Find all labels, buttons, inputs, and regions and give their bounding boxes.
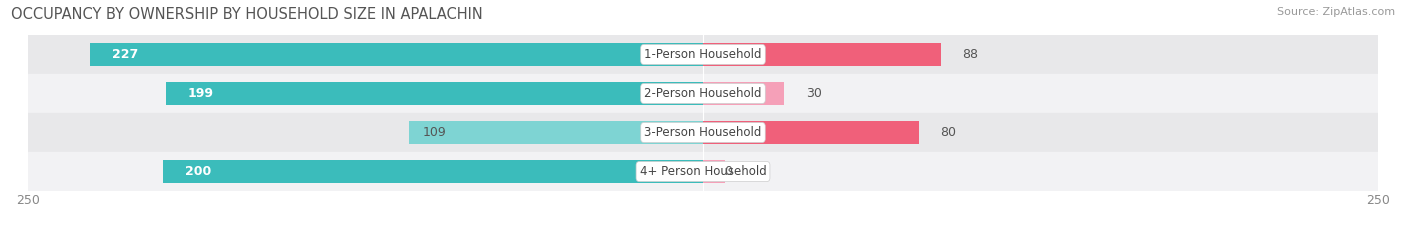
Bar bbox=[163, 160, 703, 183]
Bar bbox=[703, 121, 920, 144]
Text: 227: 227 bbox=[112, 48, 138, 61]
Text: 30: 30 bbox=[806, 87, 821, 100]
Text: 109: 109 bbox=[422, 126, 446, 139]
Bar bbox=[90, 43, 703, 66]
Bar bbox=[28, 35, 1378, 74]
Text: 4+ Person Household: 4+ Person Household bbox=[640, 165, 766, 178]
Bar bbox=[28, 74, 1378, 113]
Text: 88: 88 bbox=[962, 48, 979, 61]
Bar bbox=[28, 152, 1378, 191]
Text: OCCUPANCY BY OWNERSHIP BY HOUSEHOLD SIZE IN APALACHIN: OCCUPANCY BY OWNERSHIP BY HOUSEHOLD SIZE… bbox=[11, 7, 484, 22]
Bar bbox=[28, 113, 1378, 152]
Text: 199: 199 bbox=[187, 87, 214, 100]
Text: 1-Person Household: 1-Person Household bbox=[644, 48, 762, 61]
Bar bbox=[409, 121, 703, 144]
Text: Source: ZipAtlas.com: Source: ZipAtlas.com bbox=[1277, 7, 1395, 17]
Bar bbox=[703, 43, 941, 66]
Text: 2-Person Household: 2-Person Household bbox=[644, 87, 762, 100]
Text: 3-Person Household: 3-Person Household bbox=[644, 126, 762, 139]
Bar bbox=[166, 82, 703, 105]
Text: 0: 0 bbox=[724, 165, 733, 178]
Text: 80: 80 bbox=[941, 126, 956, 139]
Bar bbox=[703, 82, 785, 105]
Bar bbox=[703, 160, 724, 183]
Text: 200: 200 bbox=[184, 165, 211, 178]
